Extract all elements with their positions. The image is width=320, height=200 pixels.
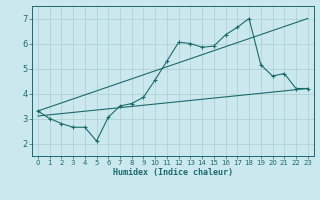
X-axis label: Humidex (Indice chaleur): Humidex (Indice chaleur) — [113, 168, 233, 177]
